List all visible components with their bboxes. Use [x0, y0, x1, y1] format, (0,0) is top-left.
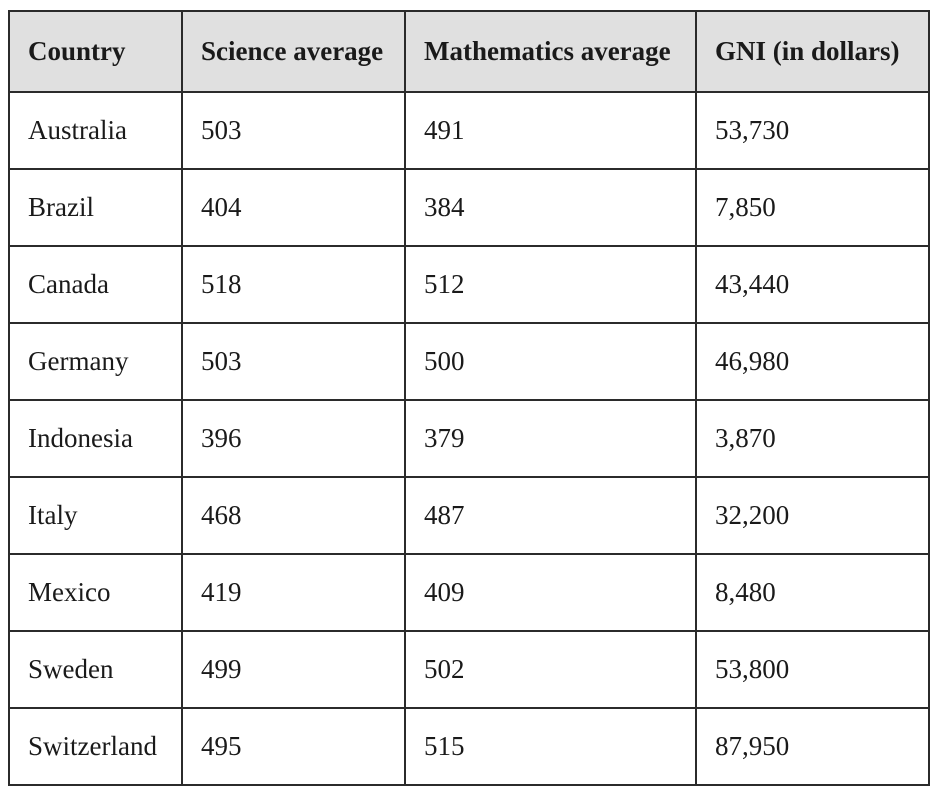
cell-mathematics-average: 491 — [404, 91, 697, 170]
cell-country: Germany — [8, 322, 183, 401]
cell-country: Switzerland — [8, 707, 183, 786]
cell-gni: 8,480 — [695, 553, 930, 632]
cell-mathematics-average: 384 — [404, 168, 697, 247]
table-row: Brazil 404 384 7,850 — [8, 168, 930, 247]
cell-mathematics-average: 409 — [404, 553, 697, 632]
cell-science-average: 495 — [181, 707, 406, 786]
cell-country: Australia — [8, 91, 183, 170]
cell-gni: 3,870 — [695, 399, 930, 478]
cell-country: Italy — [8, 476, 183, 555]
cell-science-average: 396 — [181, 399, 406, 478]
data-table: Country Science average Mathematics aver… — [8, 10, 930, 786]
header-country: Country — [8, 10, 183, 93]
table-row: Indonesia 396 379 3,870 — [8, 399, 930, 478]
cell-science-average: 419 — [181, 553, 406, 632]
cell-science-average: 468 — [181, 476, 406, 555]
cell-gni: 87,950 — [695, 707, 930, 786]
cell-country: Mexico — [8, 553, 183, 632]
header-gni: GNI (in dollars) — [695, 10, 930, 93]
table-row: Sweden 499 502 53,800 — [8, 630, 930, 709]
header-mathematics-average: Mathematics average — [404, 10, 697, 93]
cell-science-average: 404 — [181, 168, 406, 247]
cell-gni: 32,200 — [695, 476, 930, 555]
table-row: Germany 503 500 46,980 — [8, 322, 930, 401]
cell-mathematics-average: 502 — [404, 630, 697, 709]
cell-science-average: 499 — [181, 630, 406, 709]
header-science-average: Science average — [181, 10, 406, 93]
cell-science-average: 518 — [181, 245, 406, 324]
table-row: Canada 518 512 43,440 — [8, 245, 930, 324]
cell-mathematics-average: 487 — [404, 476, 697, 555]
table-row: Mexico 419 409 8,480 — [8, 553, 930, 632]
cell-country: Indonesia — [8, 399, 183, 478]
cell-gni: 53,730 — [695, 91, 930, 170]
cell-gni: 43,440 — [695, 245, 930, 324]
table-body: Australia 503 491 53,730 Brazil 404 384 … — [8, 91, 930, 786]
cell-mathematics-average: 515 — [404, 707, 697, 786]
cell-science-average: 503 — [181, 322, 406, 401]
cell-country: Canada — [8, 245, 183, 324]
cell-gni: 46,980 — [695, 322, 930, 401]
cell-gni: 53,800 — [695, 630, 930, 709]
cell-gni: 7,850 — [695, 168, 930, 247]
header-row: Country Science average Mathematics aver… — [8, 10, 930, 93]
cell-country: Brazil — [8, 168, 183, 247]
cell-mathematics-average: 512 — [404, 245, 697, 324]
cell-country: Sweden — [8, 630, 183, 709]
table-row: Italy 468 487 32,200 — [8, 476, 930, 555]
table-header: Country Science average Mathematics aver… — [8, 10, 930, 93]
table-row: Australia 503 491 53,730 — [8, 91, 930, 170]
cell-mathematics-average: 500 — [404, 322, 697, 401]
cell-science-average: 503 — [181, 91, 406, 170]
table-row: Switzerland 495 515 87,950 — [8, 707, 930, 786]
cell-mathematics-average: 379 — [404, 399, 697, 478]
